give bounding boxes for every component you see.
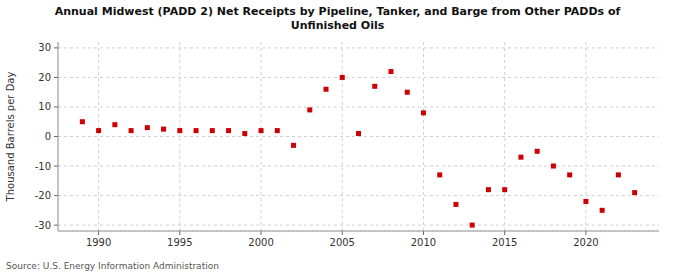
x-grid-line (98, 42, 99, 231)
title: Annual Midwest (PADD 2) Net Receipts by … (55, 5, 621, 32)
point (388, 69, 393, 74)
x-tick-label: 1995 (167, 237, 192, 248)
x-tick-label: 2020 (573, 237, 598, 248)
y-grid-line (58, 47, 659, 48)
x-tick (585, 231, 586, 235)
y-grid-line (58, 136, 659, 137)
point (96, 128, 101, 133)
point (502, 187, 507, 192)
point (405, 90, 410, 95)
point (535, 149, 540, 154)
y-grid-line (58, 106, 659, 107)
point (161, 127, 166, 132)
y-tick-label: 20 (38, 72, 51, 83)
point (453, 202, 458, 207)
chart: Annual Midwest (PADD 2) Net Receipts by … (0, 0, 675, 275)
point (372, 84, 377, 89)
y-tick (54, 195, 58, 196)
point (307, 107, 312, 112)
y-axis-label: Thousand Barrels per Day (5, 72, 16, 203)
point (421, 110, 426, 115)
y-tick-label: -20 (35, 190, 51, 201)
y-grid-line (58, 166, 659, 167)
x-tick (342, 231, 343, 235)
chart-container: Annual Midwest (PADD 2) Net Receipts by … (0, 0, 675, 275)
point (291, 143, 296, 148)
point (616, 172, 621, 177)
point (437, 172, 442, 177)
x-tick (504, 231, 505, 235)
point (567, 172, 572, 177)
points (80, 69, 637, 228)
x-tick-label: 2015 (492, 237, 517, 248)
x-tick-label: 2010 (411, 237, 436, 248)
x-tick-label: 2005 (330, 237, 355, 248)
x-axis-line (58, 231, 659, 232)
point (470, 223, 475, 228)
source: Source: U.S. Energy Information Administ… (6, 261, 219, 271)
y-tick-label: 30 (38, 42, 51, 53)
y-grid-line (58, 225, 659, 226)
x-tick (98, 231, 99, 235)
y-grid-line (58, 77, 659, 78)
point (177, 128, 182, 133)
point (518, 155, 523, 160)
point (340, 75, 345, 80)
y-grid-line (58, 195, 659, 196)
x-grid-line (423, 42, 424, 231)
axes: -30 -20 -10 0 10 20 30 1990 1995 2000 2005 2010 2015… (35, 42, 659, 248)
title-line: Annual Midwest (PADD 2) Net Receipts by … (55, 5, 621, 18)
y-tick (54, 166, 58, 167)
grid (58, 42, 659, 231)
point (80, 119, 85, 124)
x-grid-line (504, 42, 505, 231)
point (210, 128, 215, 133)
y-tick-label: 10 (38, 101, 51, 112)
point (551, 164, 556, 169)
point (226, 128, 231, 133)
x-grid-line (179, 42, 180, 231)
y-tick (54, 225, 58, 226)
point (583, 199, 588, 204)
y-tick (54, 106, 58, 107)
x-tick-label: 2000 (248, 237, 273, 248)
x-grid-line (261, 42, 262, 231)
y-tick (54, 77, 58, 78)
point (275, 128, 280, 133)
y-tick-label: -10 (35, 161, 51, 172)
point (324, 87, 329, 92)
point (242, 131, 247, 136)
x-tick (261, 231, 262, 235)
y-tick (54, 47, 58, 48)
y-axis-line (58, 42, 59, 231)
point (129, 128, 134, 133)
x-tick-label: 1990 (86, 237, 111, 248)
y-tick-label: -30 (35, 220, 51, 231)
x-grid-line (342, 42, 343, 231)
y-tick (54, 136, 58, 137)
point (112, 122, 117, 127)
point (632, 190, 637, 195)
point (356, 131, 361, 136)
x-tick (423, 231, 424, 235)
point (145, 125, 150, 130)
point (486, 187, 491, 192)
point (600, 208, 605, 213)
point (194, 128, 199, 133)
title-line: Unfinished Oils (291, 19, 385, 32)
x-tick (179, 231, 180, 235)
y-tick-label: 0 (45, 131, 51, 142)
point (259, 128, 264, 133)
